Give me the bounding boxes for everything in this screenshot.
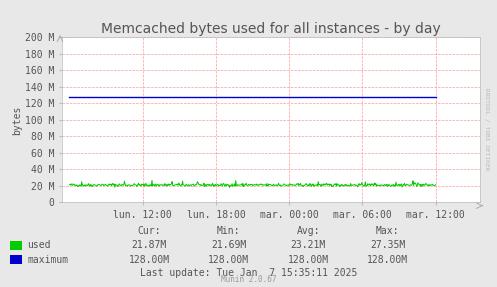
Text: Cur:: Cur: [137, 226, 161, 236]
Text: Max:: Max: [376, 226, 400, 236]
Text: 128.00M: 128.00M [367, 255, 408, 265]
Text: 21.69M: 21.69M [211, 241, 246, 250]
Text: 128.00M: 128.00M [288, 255, 329, 265]
Text: Avg:: Avg: [296, 226, 320, 236]
Text: 21.87M: 21.87M [132, 241, 166, 250]
Y-axis label: bytes: bytes [12, 105, 22, 135]
Text: 23.21M: 23.21M [291, 241, 326, 250]
Title: Memcached bytes used for all instances - by day: Memcached bytes used for all instances -… [101, 22, 441, 36]
Text: maximum: maximum [27, 255, 69, 265]
Text: Last update: Tue Jan  7 15:35:11 2025: Last update: Tue Jan 7 15:35:11 2025 [140, 268, 357, 278]
Text: 128.00M: 128.00M [129, 255, 169, 265]
Text: 128.00M: 128.00M [208, 255, 249, 265]
Text: 27.35M: 27.35M [370, 241, 405, 250]
Text: RRDTOOL / TOBI OETIKER: RRDTOOL / TOBI OETIKER [485, 88, 490, 170]
Text: used: used [27, 241, 51, 250]
Text: Min:: Min: [217, 226, 241, 236]
Text: Munin 2.0.67: Munin 2.0.67 [221, 275, 276, 284]
